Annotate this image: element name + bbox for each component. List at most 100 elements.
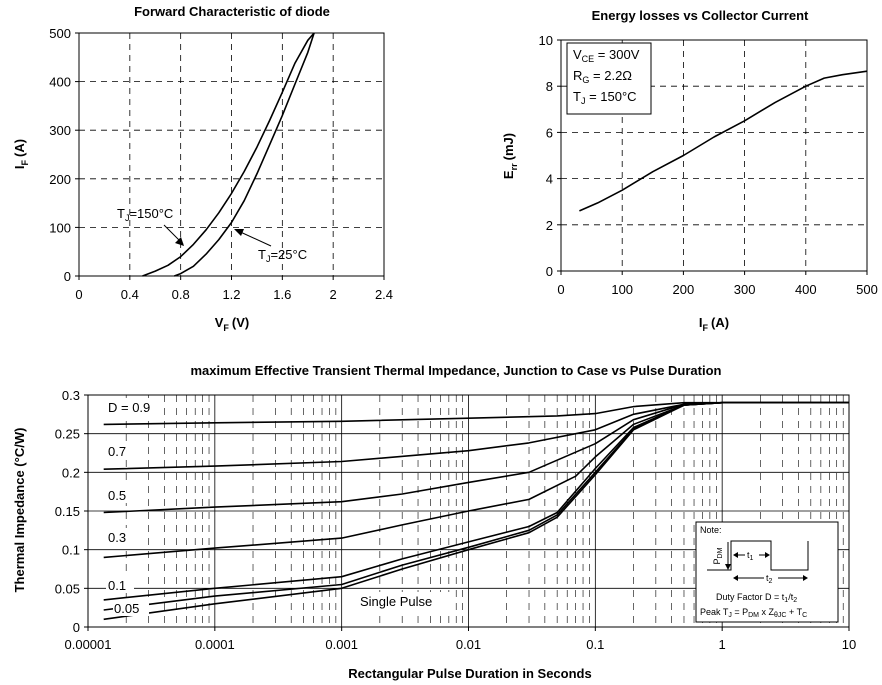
diode-ytick-label: 0 [64, 269, 71, 284]
t2-label-bg [764, 571, 778, 583]
thermal-series-line-0 [103, 401, 849, 426]
pulse-waveform [707, 540, 809, 571]
curve-label-bg-09 [106, 398, 164, 415]
energy-xtick-label: 500 [856, 282, 878, 297]
energy-series [579, 70, 868, 212]
curve-label-d09: D = 0.9 [108, 400, 150, 415]
duty-factor-text: Duty Factor D = t1/t2 [716, 592, 797, 604]
curve-label-bg-01 [106, 576, 134, 593]
energy-ylabel: Err(mJ) [501, 133, 519, 179]
t2-label: t2 [766, 573, 773, 585]
thermal-ytick-label: 0.25 [55, 427, 80, 442]
thermal-xtick-label: 0.0001 [195, 637, 235, 652]
energy-xtick-label: 0 [557, 282, 564, 297]
energy-losses-chart: Energy losses vs Collector Current 0 100 2… [501, 8, 878, 333]
diode-ytick-label: 100 [49, 220, 71, 235]
peak-tj-text: Peak TJ = PDM x ZθJC + TC [700, 607, 807, 619]
thermal-series-line-6 [103, 401, 849, 621]
condition-vce: VCE = 300V [573, 47, 640, 64]
curve-label-03: 0.3 [108, 530, 126, 545]
condition-tj: TJ = 150°C [573, 89, 637, 106]
energy-xlabel: IF (A) [699, 315, 729, 333]
diode-grid [79, 33, 384, 276]
t1-label-bg [745, 548, 759, 560]
energy-series-line-0 [579, 70, 868, 212]
curve-label-single-pulse: Single Pulse [360, 594, 432, 609]
diode-series [142, 32, 315, 277]
note-box: Note: PDM t1 t2 Duty Factor D = t1/t2 Pe… [695, 521, 839, 623]
thermal-ytick-label: 0 [73, 620, 80, 635]
diode-xtick-label: 0.8 [172, 287, 190, 302]
energy-chart-title: Energy losses vs Collector Current [592, 8, 809, 23]
diode-ytick-label: 200 [49, 172, 71, 187]
thermal-ytick-label: 0.15 [55, 504, 80, 519]
diode-xtick-label: 2.4 [375, 287, 393, 302]
energy-xtick-label: 200 [673, 282, 695, 297]
thermal-ytick-label: 0.1 [62, 543, 80, 558]
t2-arrow-right [803, 575, 808, 581]
pdm-arrow-head [725, 564, 731, 570]
curve-label-05: 0.5 [108, 488, 126, 503]
energy-ytick-label: 10 [539, 33, 553, 48]
thermal-impedance-chart: maximum Effective Transient Thermal Impe… [12, 363, 856, 681]
thermal-xtick-label: 0.01 [456, 637, 481, 652]
curve-label-bg-07 [106, 442, 134, 459]
label-tj25: TJ=25°C [258, 247, 307, 264]
thermal-xlabel: Rectangular Pulse Duration in Seconds [348, 666, 591, 681]
diode-forward-chart: Forward Characteristic of diode 0 0.4 0.8 1… [12, 4, 393, 333]
note-title: Note: [700, 525, 722, 535]
label-tj150: TJ=150°C [117, 206, 173, 223]
curve-label-005: 0.05 [114, 601, 139, 616]
diode-ylabel: IF(A) [12, 139, 30, 169]
thermal-ytick-label: 0.2 [62, 465, 80, 480]
diode-xlabel: VF (V) [215, 315, 250, 333]
energy-ytick-label: 0 [546, 264, 553, 279]
curve-label-bg-single [356, 592, 454, 610]
energy-ytick-label: 2 [546, 218, 553, 233]
arrow-tj150-head [175, 237, 184, 246]
t1-arrow-right [765, 552, 770, 558]
diode-ytick-label: 300 [49, 123, 71, 138]
thermal-ytick-label: 0.05 [55, 581, 80, 596]
energy-ytick-label: 8 [546, 79, 553, 94]
diode-xtick-label: 0.4 [121, 287, 139, 302]
energy-xtick-label: 400 [795, 282, 817, 297]
diode-xtick-label: 1.6 [273, 287, 291, 302]
pdm-label: PDM [712, 547, 724, 564]
energy-ytick-label: 6 [546, 125, 553, 140]
diode-chart-title: Forward Characteristic of diode [134, 4, 330, 19]
condition-rg: RG = 2.2Ω [573, 68, 632, 85]
energy-grid [561, 40, 867, 271]
diode-xtick-label: 1.2 [222, 287, 240, 302]
thermal-ytick-label: 0.3 [62, 388, 80, 403]
thermal-xtick-label: 0.1 [586, 637, 604, 652]
thermal-series-line-1 [103, 401, 849, 470]
diode-xtick-label: 0 [75, 287, 82, 302]
diode-xtick-label: 2 [330, 287, 337, 302]
energy-plot-frame [560, 39, 868, 272]
thermal-xtick-label: 1 [719, 637, 726, 652]
conditions-box [566, 42, 652, 115]
arrow-tj25-head [234, 229, 244, 236]
thermal-ticks: 0.00001 0.0001 0.001 0.01 0.1 1 10 0 0.05 0.1 0.15… [55, 388, 857, 652]
diode-ytick-label: 400 [49, 75, 71, 90]
diode-series-line-0 [142, 32, 315, 277]
curve-label-01: 0.1 [108, 578, 126, 593]
t1-label: t1 [747, 550, 754, 562]
energy-xtick-label: 100 [611, 282, 633, 297]
curve-label-bg-03 [106, 528, 134, 545]
curve-label-bg-005 [113, 600, 149, 616]
thermal-chart-title: maximum Effective Transient Thermal Impe… [191, 363, 722, 378]
energy-ticks: 0 100 200 300 400 500 0 2 4 6 8 10 [539, 33, 878, 297]
thermal-series [103, 401, 849, 621]
thermal-xtick-label: 10 [842, 637, 856, 652]
energy-xtick-label: 300 [734, 282, 756, 297]
curve-label-07: 0.7 [108, 444, 126, 459]
curve-label-bg-05 [106, 486, 134, 503]
energy-ytick-label: 4 [546, 172, 553, 187]
diode-ticks: 0 0.4 0.8 1.2 1.6 2 2.4 0 100 200 300 400 500 [49, 26, 393, 302]
diode-ytick-label: 500 [49, 26, 71, 41]
thermal-series-line-2 [103, 401, 849, 514]
thermal-xtick-label: 0.00001 [65, 637, 112, 652]
